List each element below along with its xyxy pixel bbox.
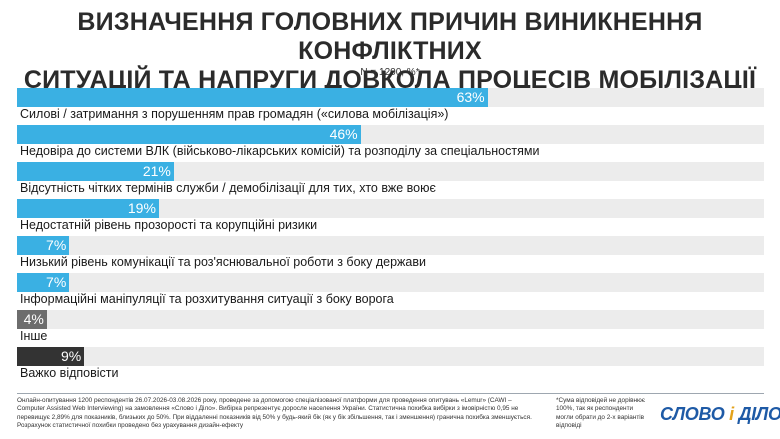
category-label: Відсутність чітких термінів служби / дем… [20, 181, 436, 195]
category-label: Низький рівень комунікації та роз'яснюва… [20, 255, 426, 269]
category-label: Недостатній рівень прозорості та корупці… [20, 218, 318, 232]
category-label: Інформаційні маніпуляції та розхитування… [20, 292, 394, 306]
bar-track: 9% [17, 347, 764, 366]
bar-value-label: 7% [46, 274, 67, 290]
bar-value-label: 19% [127, 200, 156, 216]
slovo-i-dilo-logo: СЛОВО і ДІЛО [660, 404, 780, 425]
bar-value-label: 7% [46, 237, 67, 253]
bar: 21% [17, 162, 174, 181]
bar: 4% [17, 310, 47, 329]
bar-track: 19% [17, 199, 764, 218]
category-label: Важко відповісти [20, 366, 119, 380]
logo-right: ДІЛО [738, 404, 780, 424]
logo-left: СЛОВО [660, 404, 725, 424]
bar-track: 4% [17, 310, 764, 329]
bar-row: 19% Недостатній рівень прозорості та кору… [17, 195, 764, 232]
bar-row: 7% Інформаційні маніпуляції та розхитуван… [17, 269, 764, 306]
bar-track: 7% [17, 236, 764, 255]
bar: 9% [17, 347, 85, 366]
bar-row: 46% Недовіра до системи ВЛК (військово-лі… [17, 121, 764, 158]
bar-track: 21% [17, 162, 764, 181]
methodology-footnote: Онлайн-опитування 1200 респондентів 26.0… [17, 397, 532, 429]
bar: 63% [17, 88, 488, 107]
bar: 19% [17, 199, 159, 218]
category-label: Силові / затримання з порушенням прав гр… [20, 107, 449, 121]
bar-value-label: 9% [60, 348, 82, 364]
bar-chart: 63% Силові / затримання з порушенням прав… [17, 84, 764, 380]
footer-divider [17, 393, 764, 394]
chart-title: ВИЗНАЧЕННЯ ГОЛОВНИХ ПРИЧИН ВИНИКНЕННЯ КО… [20, 8, 760, 95]
bar-row: 4% Інше [17, 306, 764, 343]
bar-value-label: 4% [23, 311, 44, 327]
bar-row: 9% Важко відповісти [17, 343, 764, 380]
title-line-1: ВИЗНАЧЕННЯ ГОЛОВНИХ ПРИЧИН ВИНИКНЕННЯ КО… [77, 8, 703, 65]
sum-note: *Сума відповідей не дорівнює 100%, так я… [556, 397, 646, 429]
bar: 46% [17, 125, 361, 144]
bar-value-label: 21% [142, 163, 171, 179]
bar: 7% [17, 273, 70, 292]
bar-row: 21% Відсутність чітких термінів служби / … [17, 158, 764, 195]
category-label: Недовіра до системи ВЛК (військово-лікар… [20, 144, 540, 158]
bar-value-label: 46% [329, 126, 358, 142]
logo-amp: і [729, 404, 734, 424]
bar-track: 7% [17, 273, 764, 292]
category-label: Інше [20, 329, 48, 343]
sample-size: N = 1200, %* [360, 67, 420, 78]
bar: 7% [17, 236, 70, 255]
bar-row: 63% Силові / затримання з порушенням прав… [17, 84, 764, 121]
bar-track: 46% [17, 125, 764, 144]
bar-track: 63% [17, 88, 764, 107]
bar-row: 7% Низький рівень комунікації та роз'ясню… [17, 232, 764, 269]
bar-value-label: 63% [456, 89, 485, 105]
